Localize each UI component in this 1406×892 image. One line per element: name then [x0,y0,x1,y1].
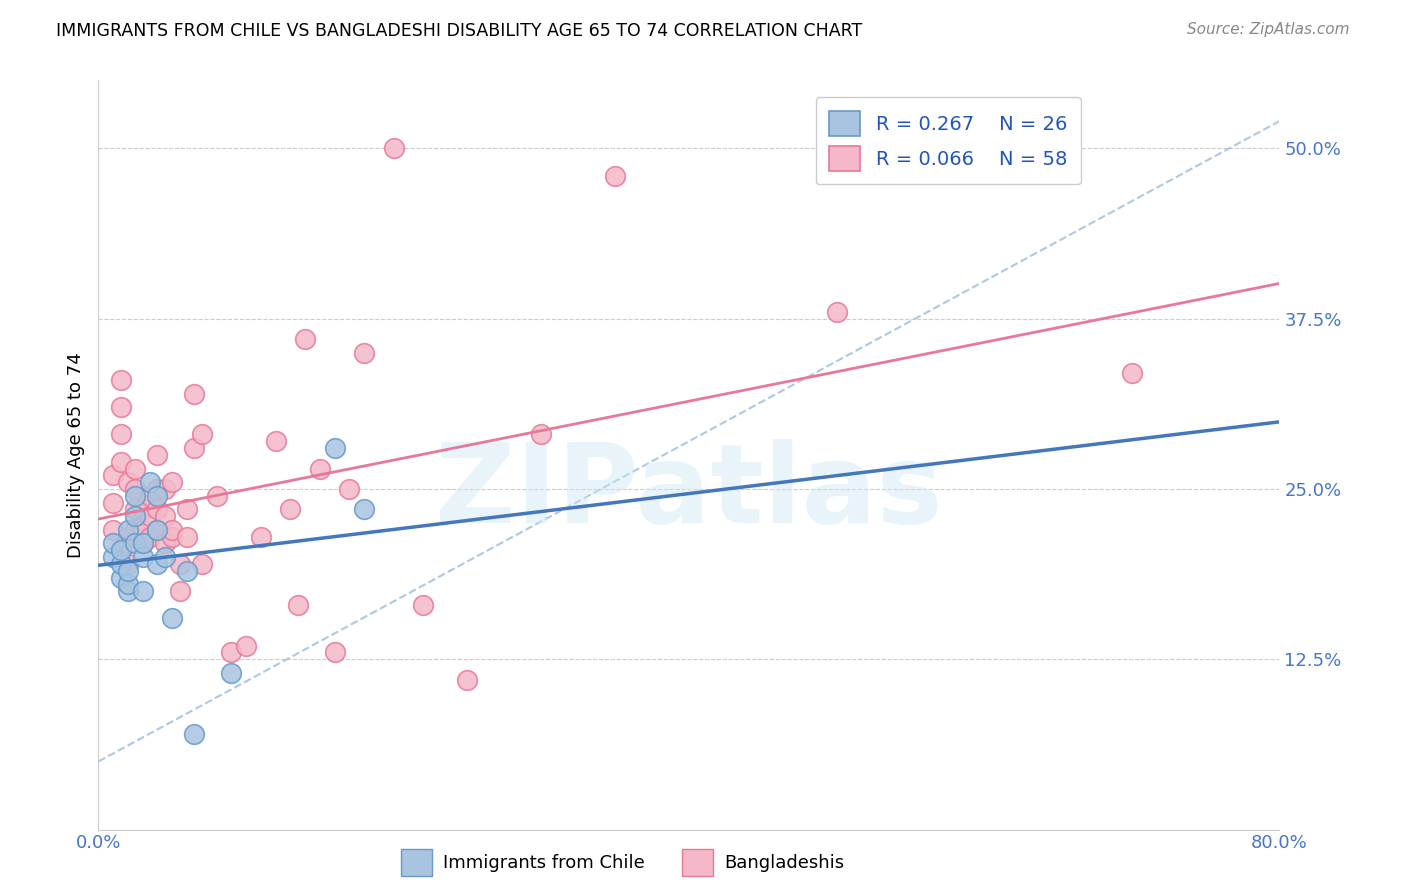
Point [162,530,183,544]
Point [139,489,162,503]
Point [162,611,183,625]
Point [117,530,139,544]
Point [153,509,176,524]
Point [132,536,155,550]
Point [146,489,169,503]
Point [176,564,198,578]
Point [162,523,183,537]
Point [103,495,125,509]
Point [382,141,405,155]
Point [132,523,155,537]
Point [110,401,132,415]
Point [191,557,214,571]
Y-axis label: Disability Age 65 to 74: Disability Age 65 to 74 [66,352,84,558]
Point [412,598,434,612]
Point [103,550,125,565]
Point [153,482,176,496]
Point [124,461,146,475]
Point [221,665,243,680]
Point [139,475,162,490]
Point [132,502,155,516]
Point [183,386,205,401]
Point [825,305,848,319]
Text: Immigrants from Chile: Immigrants from Chile [443,854,644,871]
Point [117,523,139,537]
Point [146,557,169,571]
Point [139,530,162,544]
Point [235,639,257,653]
Point [110,455,132,469]
Text: ZIPatlas: ZIPatlas [434,439,943,546]
Point [287,598,309,612]
Point [103,468,125,483]
Point [221,645,243,659]
Point [124,523,146,537]
Point [530,427,553,442]
Point [110,427,132,442]
Point [205,489,228,503]
Point [457,673,479,687]
Point [1121,366,1143,380]
Point [124,509,146,524]
Point [280,502,302,516]
Point [132,550,155,565]
Point [264,434,287,449]
Point [110,557,132,571]
Point [146,448,169,462]
Point [124,489,146,503]
Point [132,536,155,550]
Text: IMMIGRANTS FROM CHILE VS BANGLADESHI DISABILITY AGE 65 TO 74 CORRELATION CHART: IMMIGRANTS FROM CHILE VS BANGLADESHI DIS… [56,22,862,40]
Point [309,461,332,475]
Point [103,536,125,550]
Point [110,543,132,558]
Point [176,530,198,544]
Point [117,536,139,550]
Point [117,564,139,578]
Point [103,523,125,537]
Point [169,557,191,571]
Point [323,441,346,455]
Point [124,536,146,550]
Point [250,530,273,544]
Text: Source: ZipAtlas.com: Source: ZipAtlas.com [1187,22,1350,37]
Point [162,475,183,490]
Point [117,475,139,490]
Text: Bangladeshis: Bangladeshis [724,854,844,871]
Point [146,502,169,516]
Point [146,482,169,496]
Point [191,427,214,442]
Point [146,523,169,537]
Point [339,482,361,496]
Point [124,482,146,496]
Point [132,584,155,599]
Point [110,373,132,387]
Point [139,509,162,524]
Point [353,345,375,359]
Point [169,584,191,599]
Point [294,332,316,346]
Point [124,502,146,516]
Point [117,557,139,571]
Point [605,169,627,183]
Point [176,502,198,516]
Point [153,536,176,550]
Point [117,577,139,591]
Point [146,523,169,537]
Point [183,441,205,455]
Point [353,502,375,516]
Point [117,584,139,599]
Legend: R = 0.267    N = 26, R = 0.066    N = 58: R = 0.267 N = 26, R = 0.066 N = 58 [815,97,1081,185]
Point [323,645,346,659]
Point [183,727,205,741]
Point [110,570,132,584]
Point [153,550,176,565]
